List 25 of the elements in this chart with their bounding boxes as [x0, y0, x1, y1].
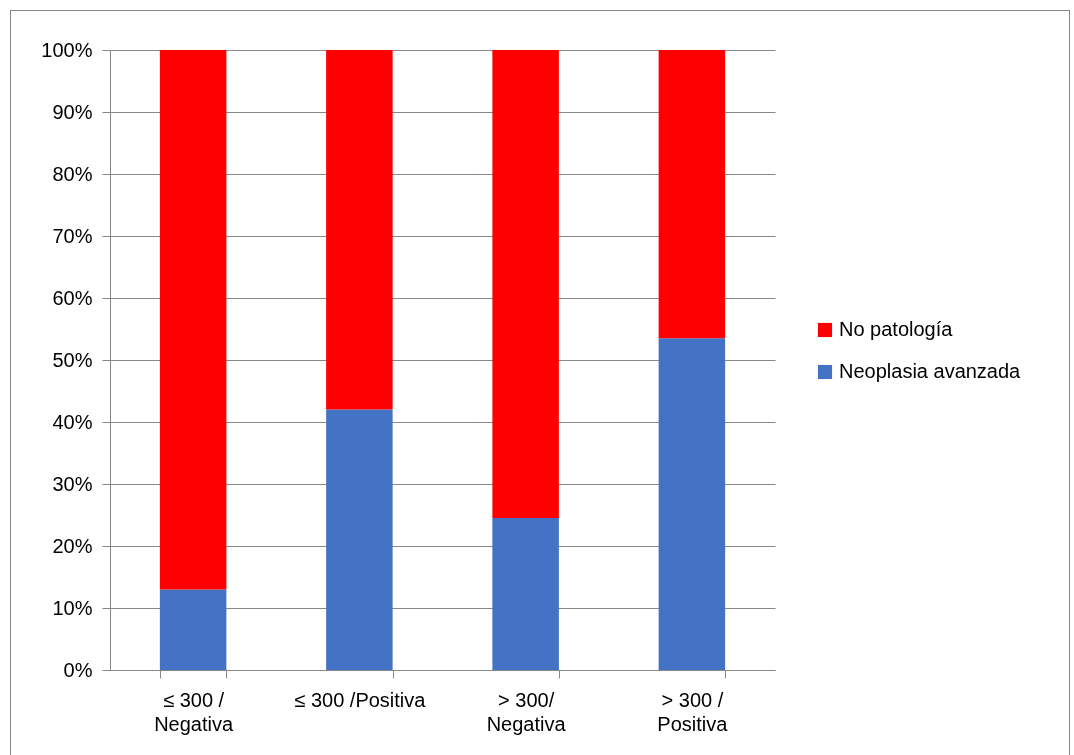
- y-tick-label: 0%: [63, 658, 93, 681]
- y-tick-label: 60%: [52, 286, 93, 309]
- x-tick-label: ≤ 300 /Positiva: [294, 688, 427, 711]
- y-tick-label: 20%: [52, 534, 93, 557]
- legend-label: Neoplasia avanzada: [839, 360, 1022, 382]
- x-tick-label: ≤ 300 / Negativa: [154, 688, 234, 735]
- y-tick-label: 100%: [41, 38, 93, 61]
- bar: [326, 409, 393, 670]
- bar: [326, 50, 393, 410]
- y-tick-label: 30%: [52, 472, 93, 495]
- legend-label: No patología: [839, 318, 954, 340]
- y-tick-label: 70%: [52, 224, 93, 247]
- bar: [159, 589, 227, 670]
- bar: [658, 338, 726, 670]
- bar: [658, 50, 726, 339]
- bar: [492, 518, 559, 670]
- y-tick-label: 90%: [52, 100, 93, 123]
- bar: [492, 50, 559, 519]
- y-tick-label: 80%: [52, 162, 93, 185]
- y-tick-label: 10%: [52, 596, 93, 619]
- x-tick-label: > 300 / Positiva: [657, 688, 729, 735]
- y-tick-label: 40%: [52, 410, 93, 433]
- y-tick-label: 50%: [52, 348, 93, 371]
- x-tick-label: > 300/ Negativa: [486, 688, 567, 735]
- bar: [159, 50, 227, 590]
